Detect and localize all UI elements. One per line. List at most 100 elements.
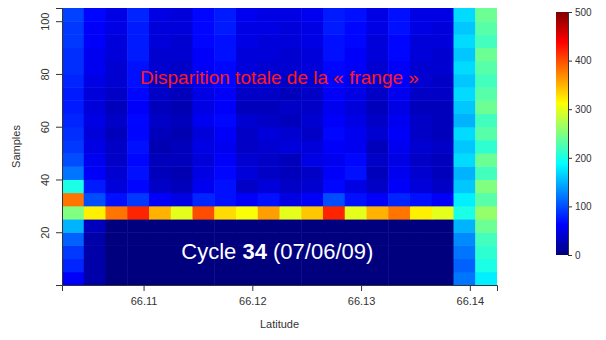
cell [345, 48, 367, 62]
cell [345, 8, 367, 22]
cell [388, 245, 410, 259]
cells [62, 8, 497, 285]
cell [149, 245, 171, 259]
cell [127, 153, 149, 167]
cell [323, 272, 345, 285]
cell [323, 219, 345, 233]
cell [432, 245, 454, 259]
cell [106, 245, 128, 259]
cell [280, 153, 302, 167]
cell [367, 48, 389, 62]
cell [432, 74, 454, 88]
cell [280, 21, 302, 35]
tick: 100 [39, 13, 62, 31]
cell [345, 127, 367, 141]
cell [171, 21, 193, 35]
cell [475, 193, 497, 207]
cell [323, 206, 345, 220]
tick-mark [568, 61, 572, 62]
cell [84, 272, 106, 285]
cell [280, 219, 302, 233]
cell [193, 100, 215, 114]
cell [280, 206, 302, 220]
cell [454, 34, 476, 48]
cell [388, 166, 410, 180]
cell [323, 87, 345, 101]
cell [106, 74, 128, 88]
tick-label: 0 [575, 250, 581, 261]
axis-line [569, 13, 573, 256]
cell [345, 87, 367, 101]
tick: 66.13 [348, 285, 376, 307]
tick-label: 60 [39, 121, 51, 133]
cell [171, 179, 193, 193]
cell [301, 114, 323, 128]
cell [62, 34, 84, 48]
cell [106, 179, 128, 193]
cell [84, 8, 106, 22]
cell [236, 8, 258, 22]
cell [301, 193, 323, 207]
cell [367, 8, 389, 22]
cell [193, 272, 215, 285]
cell [454, 87, 476, 101]
cell [345, 193, 367, 207]
cell [171, 48, 193, 62]
cell [410, 8, 432, 22]
cell [149, 206, 171, 220]
cell [62, 48, 84, 62]
cell [149, 179, 171, 193]
cell [236, 140, 258, 154]
cell [475, 8, 497, 22]
cell [345, 153, 367, 167]
cell [367, 21, 389, 35]
cell [127, 193, 149, 207]
cell [106, 61, 128, 75]
cell [388, 259, 410, 273]
cell [127, 8, 149, 22]
cell [454, 232, 476, 246]
x-axis: 66.1166.1266.1366.14 [63, 285, 498, 307]
cell [193, 114, 215, 128]
cell [323, 48, 345, 62]
cell [301, 100, 323, 114]
cell [323, 100, 345, 114]
cell [454, 74, 476, 88]
cell [236, 153, 258, 167]
cell [149, 87, 171, 101]
cell [367, 166, 389, 180]
cell [127, 21, 149, 35]
cell [149, 153, 171, 167]
cell [149, 193, 171, 207]
cell [127, 179, 149, 193]
cell [106, 48, 128, 62]
cell [84, 34, 106, 48]
cell [127, 100, 149, 114]
tick-mark [361, 285, 362, 291]
tick-label: 100 [575, 201, 592, 212]
cell [62, 140, 84, 154]
cell [432, 219, 454, 233]
cell [106, 8, 128, 22]
tick: 60 [39, 121, 62, 133]
cell [84, 114, 106, 128]
cell [475, 140, 497, 154]
cell [301, 21, 323, 35]
cell [475, 179, 497, 193]
cell [149, 8, 171, 22]
tick: 200 [568, 153, 592, 164]
cell [432, 87, 454, 101]
cell [367, 127, 389, 141]
cell [432, 48, 454, 62]
cell [84, 74, 106, 88]
cell [127, 114, 149, 128]
tick-label: 500 [575, 7, 592, 18]
cell [280, 100, 302, 114]
cell [301, 8, 323, 22]
cell [193, 166, 215, 180]
cell [171, 153, 193, 167]
cell [193, 127, 215, 141]
cell [280, 48, 302, 62]
colorbar [556, 12, 568, 255]
cell [149, 166, 171, 180]
